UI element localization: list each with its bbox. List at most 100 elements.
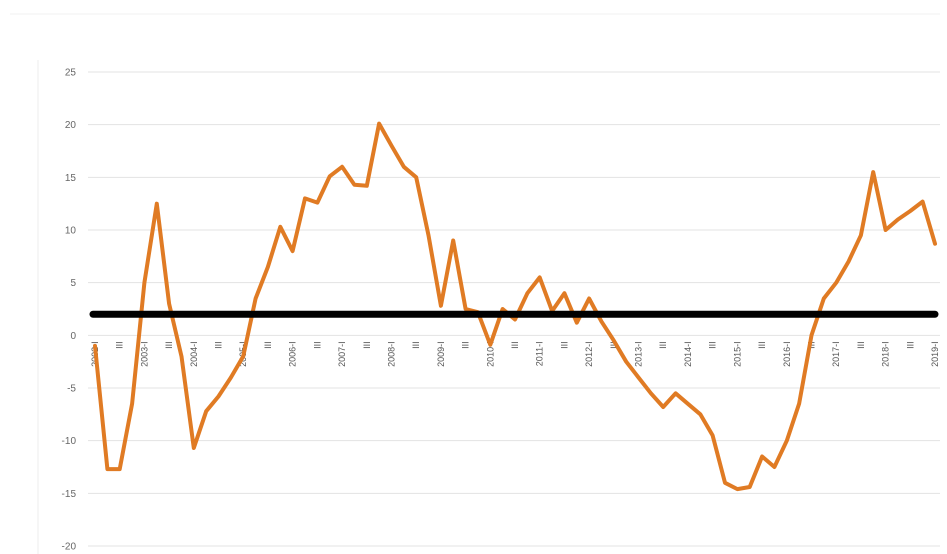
data-point bbox=[884, 228, 887, 232]
x-tick-label: 2011-I bbox=[535, 341, 545, 366]
series-group bbox=[93, 121, 937, 492]
data-point bbox=[328, 175, 331, 178]
data-point bbox=[452, 239, 455, 242]
x-tick-label: 2014-I bbox=[683, 341, 693, 367]
x-tick-label: III bbox=[115, 341, 125, 349]
data-point bbox=[365, 184, 368, 187]
data-point bbox=[303, 197, 307, 200]
y-tick-label: 15 bbox=[65, 173, 77, 184]
x-tick-label: 2017-I bbox=[831, 341, 841, 367]
data-point bbox=[242, 355, 245, 358]
data-point bbox=[266, 265, 270, 269]
data-point bbox=[538, 276, 541, 279]
x-tick-label: III bbox=[312, 341, 322, 349]
data-point bbox=[217, 395, 220, 398]
data-point bbox=[155, 202, 158, 205]
x-tick-label: III bbox=[905, 341, 915, 349]
data-point bbox=[859, 234, 863, 237]
data-point bbox=[773, 465, 776, 469]
x-tick-label: III bbox=[856, 341, 866, 349]
x-tick-label: III bbox=[362, 341, 372, 349]
data-point bbox=[921, 200, 924, 203]
series-line bbox=[93, 121, 937, 492]
data-point bbox=[872, 170, 875, 174]
data-point bbox=[340, 165, 344, 168]
x-tick-label: 2003-I bbox=[139, 341, 149, 367]
data-point bbox=[513, 318, 517, 321]
data-point bbox=[810, 334, 813, 337]
data-point bbox=[662, 405, 665, 409]
x-tick-label: 2007-I bbox=[337, 341, 347, 367]
data-point bbox=[180, 355, 183, 358]
data-point bbox=[254, 297, 257, 300]
data-point bbox=[353, 183, 356, 186]
x-tick-label: III bbox=[510, 341, 520, 349]
y-tick-label: 10 bbox=[65, 226, 77, 237]
data-point bbox=[501, 307, 504, 311]
x-tick-label: 2012-I bbox=[584, 341, 594, 367]
y-tick-label: 5 bbox=[70, 278, 76, 289]
data-point bbox=[167, 302, 171, 305]
data-point bbox=[390, 144, 393, 147]
data-point bbox=[291, 249, 294, 253]
x-tick-label: 2010-I bbox=[485, 341, 495, 367]
data-point bbox=[439, 304, 443, 308]
data-point bbox=[526, 292, 529, 295]
data-point bbox=[847, 260, 850, 263]
data-point bbox=[414, 176, 418, 179]
data-point bbox=[402, 165, 406, 168]
y-tick-label: -10 bbox=[62, 436, 77, 447]
data-point bbox=[686, 402, 690, 405]
x-tick-label: 2015-I bbox=[732, 341, 742, 367]
x-tick-label: III bbox=[411, 341, 421, 349]
y-tick-label: -5 bbox=[67, 384, 76, 395]
y-tick-label: -15 bbox=[62, 489, 77, 500]
x-tick-label: III bbox=[609, 341, 619, 349]
x-tick-label: 2018-I bbox=[881, 341, 891, 367]
data-point bbox=[822, 297, 826, 300]
y-axis-tick-labels: 25 20 15 10 5 0 -5 -10 -15 -20 bbox=[62, 68, 77, 553]
data-point bbox=[896, 218, 900, 221]
x-tick-label: III bbox=[461, 341, 471, 349]
y-tick-label: 20 bbox=[65, 120, 77, 131]
data-point bbox=[93, 344, 97, 348]
data-point bbox=[130, 402, 134, 405]
data-point bbox=[785, 439, 788, 442]
x-tick-label: III bbox=[559, 341, 569, 349]
data-point bbox=[192, 446, 196, 450]
x-tick-label: III bbox=[658, 341, 668, 349]
data-point bbox=[674, 392, 677, 395]
data-point bbox=[909, 209, 912, 213]
data-point bbox=[489, 343, 492, 347]
x-tick-label: III bbox=[757, 341, 767, 349]
data-point bbox=[748, 485, 751, 489]
x-tick-label: III bbox=[164, 341, 174, 349]
x-tick-label: III bbox=[263, 341, 273, 349]
data-point bbox=[279, 225, 282, 229]
y-tick-label: -20 bbox=[62, 542, 77, 553]
data-point bbox=[575, 321, 578, 324]
data-point bbox=[143, 281, 146, 284]
data-point bbox=[933, 242, 937, 245]
data-point bbox=[649, 392, 653, 395]
gridlines bbox=[88, 71, 940, 547]
x-tick-label: III bbox=[214, 341, 224, 349]
data-point bbox=[427, 234, 430, 237]
x-tick-label: 2009-I bbox=[436, 341, 446, 367]
x-tick-label: 2008-I bbox=[386, 341, 396, 367]
data-point bbox=[711, 434, 714, 437]
data-point bbox=[736, 487, 739, 491]
x-tick-label: 2006-I bbox=[288, 341, 298, 367]
x-axis-tick-labels: 2002-I III 2003-I III 2004-I III 2005-I III 2006… bbox=[90, 341, 940, 367]
data-point bbox=[624, 360, 628, 363]
data-point bbox=[118, 467, 121, 471]
data-point bbox=[834, 281, 838, 284]
x-tick-label: 2013-I bbox=[634, 341, 644, 367]
data-point bbox=[723, 481, 727, 484]
x-tick-label: 2016-I bbox=[782, 341, 792, 367]
x-tick-label: III bbox=[708, 341, 718, 349]
data-point bbox=[600, 320, 603, 323]
x-tick-label: 2019-I bbox=[930, 341, 940, 367]
